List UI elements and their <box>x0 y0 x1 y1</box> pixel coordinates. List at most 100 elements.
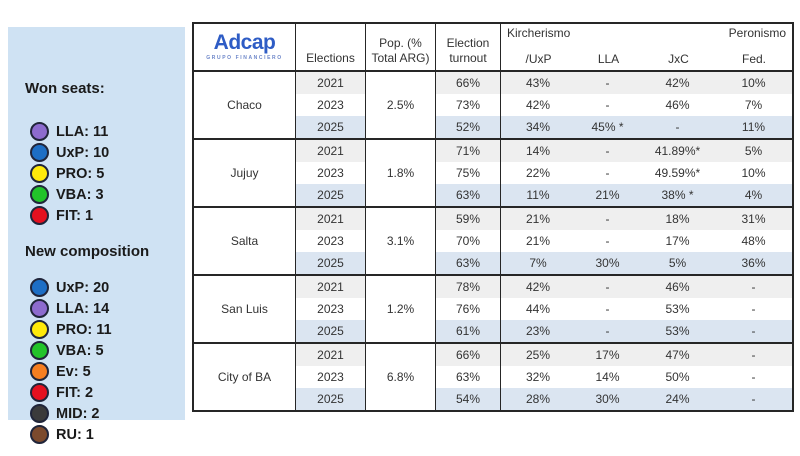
legend-item-label: LLA: 11 <box>56 123 109 140</box>
jxc-value-cell: 50% <box>640 366 715 388</box>
jxc-value-cell: 49.59%* <box>640 162 715 184</box>
legend-item: VBA: 5 <box>30 340 112 361</box>
peronismo-value-cell: - <box>715 320 792 342</box>
adcap-brand-text: Adcap <box>213 30 276 54</box>
won-seats-legend: LLA: 11 UxP: 10 PRO: 5 VBA: 3 FIT: 1 <box>30 121 109 226</box>
legend-item: Ev: 5 <box>30 361 112 382</box>
year-cell: 2023 <box>295 162 365 184</box>
uxp-value-cell: 23% <box>500 320 575 342</box>
uxp-value-cell: 43% <box>500 72 575 94</box>
legend-item: MID: 2 <box>30 403 112 424</box>
year-cell: 2021 <box>295 140 365 162</box>
uxp-value-cell: 7% <box>500 252 575 274</box>
legend-item-label: PRO: 11 <box>56 321 112 338</box>
year-cell: 2025 <box>295 388 365 410</box>
header-lla: LLA <box>597 51 620 66</box>
jxc-value-cell: - <box>640 116 715 138</box>
peronismo-value-cell: 7% <box>715 94 792 116</box>
year-cell: 2025 <box>295 116 365 138</box>
province-group: San Luis 1.2% 2021 78% 42% -46% -2023 76% 44% -53… <box>194 274 792 342</box>
header-elections: Elections <box>295 24 365 70</box>
lla-value-cell: - <box>575 162 640 184</box>
new-composition-title: New composition <box>25 243 150 260</box>
jxc-value-cell: 47% <box>640 344 715 366</box>
lla-value-cell: - <box>575 230 640 252</box>
uxp-value-cell: 34% <box>500 116 575 138</box>
header-party-group: Kircherismo Peronismo /UxP LLA JxC Fed. <box>500 24 792 70</box>
legend-item: PRO: 5 <box>30 163 109 184</box>
turnout-cell: 70% <box>435 230 500 252</box>
turnout-cell: 63% <box>435 366 500 388</box>
legend-item-label: FIT: 2 <box>56 384 94 401</box>
turnout-cell: 66% <box>435 72 500 94</box>
jxc-value-cell: 46% <box>640 276 715 298</box>
peronismo-value-cell: 36% <box>715 252 792 274</box>
province-group: City of BA 6.8% 2021 66% 25% 17% 47% - 2023 63% 32… <box>194 342 792 410</box>
lla-value-cell: 21% <box>575 184 640 206</box>
legend-item-label: VBA: 5 <box>56 342 104 359</box>
header-turnout: Election turnout <box>435 24 500 70</box>
party-dot <box>30 341 49 360</box>
legend-item-label: LLA: 14 <box>56 300 110 317</box>
turnout-cell: 73% <box>435 94 500 116</box>
header-peronismo: Peronismo <box>728 26 786 40</box>
turnout-cell: 61% <box>435 320 500 342</box>
adcap-logo-subtext: GRUPO FINANCIERO <box>206 54 283 61</box>
year-cell: 2023 <box>295 230 365 252</box>
year-cell: 2021 <box>295 72 365 94</box>
jxc-value-cell: 38% * <box>640 184 715 206</box>
party-group-botrow: /UxP LLA JxC Fed. <box>501 51 792 66</box>
party-dot <box>30 122 49 141</box>
new-composition-legend: UxP: 20 LLA: 14 PRO: 11 VBA: 5 Ev: 5 FIT: 2 MI… <box>30 277 112 445</box>
year-cell: 2023 <box>295 366 365 388</box>
legend-item-label: VBA: 3 <box>56 186 104 203</box>
legend-panel: Won seats: LLA: 11 UxP: 10 PRO: 5 VBA: 3 FIT… <box>8 27 185 444</box>
legend-item-label: FIT: 1 <box>56 207 94 224</box>
year-cell: 2023 <box>295 298 365 320</box>
year-cell: 2025 <box>295 320 365 342</box>
lla-value-cell: 45% * <box>575 116 640 138</box>
party-dot <box>30 425 49 444</box>
jxc-value-cell: 46% <box>640 94 715 116</box>
province-group: Jujuy 1.8% 2021 71% 14% -41.89%* 5% 2023 75% 22% -… <box>194 138 792 206</box>
province-name-cell: Jujuy <box>230 166 259 180</box>
province-name-cell: Salta <box>230 234 259 248</box>
party-dot <box>30 299 49 318</box>
peronismo-value-cell: - <box>715 366 792 388</box>
turnout-cell: 54% <box>435 388 500 410</box>
peronismo-value-cell: 4% <box>715 184 792 206</box>
header-uxp: /UxP <box>525 51 552 66</box>
party-group-toprow: Kircherismo Peronismo <box>501 26 792 40</box>
peronismo-value-cell: 31% <box>715 208 792 230</box>
year-cell: 2021 <box>295 344 365 366</box>
lla-value-cell: 30% <box>575 388 640 410</box>
table-header-row: Adcap GRUPO FINANCIERO Elections Pop. (%… <box>194 24 792 72</box>
lla-value-cell: - <box>575 140 640 162</box>
party-dot <box>30 362 49 381</box>
lla-value-cell: 14% <box>575 366 640 388</box>
party-dot <box>30 164 49 183</box>
uxp-value-cell: 21% <box>500 230 575 252</box>
year-cell: 2025 <box>295 252 365 274</box>
year-cell: 2021 <box>295 276 365 298</box>
legend-item-label: Ev: 5 <box>56 363 91 380</box>
uxp-value-cell: 25% <box>500 344 575 366</box>
turnout-cell: 63% <box>435 252 500 274</box>
population-cell: 1.2% <box>365 276 435 342</box>
uxp-value-cell: 22% <box>500 162 575 184</box>
header-peronismo-fed: Fed. <box>741 51 766 66</box>
legend-item: UxP: 10 <box>30 142 109 163</box>
party-dot <box>30 404 49 423</box>
turnout-cell: 75% <box>435 162 500 184</box>
lla-value-cell: - <box>575 72 640 94</box>
jxc-value-cell: 5% <box>640 252 715 274</box>
party-dot <box>30 383 49 402</box>
party-dot <box>30 278 49 297</box>
turnout-cell: 52% <box>435 116 500 138</box>
header-jxc: JxC <box>668 51 689 66</box>
legend-item: LLA: 11 <box>30 121 109 142</box>
turnout-cell: 63% <box>435 184 500 206</box>
uxp-value-cell: 44% <box>500 298 575 320</box>
uxp-value-cell: 28% <box>500 388 575 410</box>
